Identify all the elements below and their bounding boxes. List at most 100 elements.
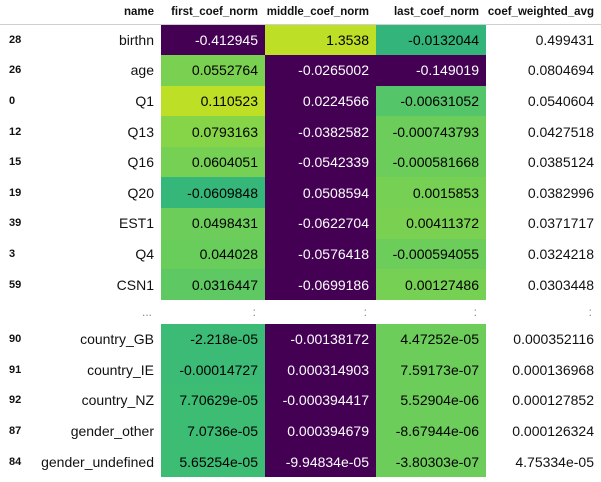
cell-middle-coef-norm: -0.0382582: [265, 116, 376, 147]
cell-coef-weighted-avg: 0.000136968: [512, 361, 594, 378]
row-index: 26: [9, 64, 22, 77]
cell-last-coef-norm: -0.000581668: [376, 146, 486, 178]
column-header-last-coef-norm: last_coef_norm: [376, 0, 486, 25]
cell-middle-coef-norm: -0.0542339: [265, 146, 376, 178]
cell-name: gender_other: [70, 422, 154, 439]
cell-coef-weighted-avg: 0.0385124: [527, 154, 594, 171]
cell-name: Q20: [127, 184, 154, 201]
cell-middle-coef-norm: -0.0699186: [265, 269, 376, 300]
cell-coef-weighted-avg: 0.0324218: [527, 245, 594, 262]
cell-first-coef-norm: 0.0552764: [161, 55, 265, 86]
row-index: 59: [9, 278, 22, 291]
cell-last-coef-norm: -3.80303e-07: [376, 446, 486, 477]
cell-coef-weighted-avg: 0.000352116: [513, 331, 594, 348]
ellipsis-middle: :: [363, 304, 367, 319]
cell-coef-weighted-avg: 0.0540604: [527, 92, 594, 109]
cell-middle-coef-norm: 1.3538: [265, 24, 376, 56]
cell-name: age: [130, 62, 154, 79]
ellipsis-last: :: [473, 304, 477, 319]
cell-last-coef-norm: -0.000594055: [376, 238, 486, 270]
table-row: 59 CSN1 0.0316447 -0.0699186 0.00127486 0.030…: [0, 269, 601, 300]
cell-middle-coef-norm: -0.0622704: [265, 208, 376, 239]
cell-coef-weighted-avg: 0.0427518: [527, 123, 594, 140]
cell-first-coef-norm: 5.65254e-05: [161, 446, 265, 477]
cell-middle-coef-norm: -9.94834e-05: [265, 446, 376, 477]
column-header-name: name: [30, 0, 161, 25]
table-row: 12 Q13 0.0793163 -0.0382582 -0.000743793 0.04…: [0, 116, 601, 147]
cell-first-coef-norm: 7.70629e-05: [161, 385, 265, 416]
cell-coef-weighted-avg: 0.0382996: [527, 184, 594, 201]
cell-middle-coef-norm: 0.000314903: [265, 354, 376, 386]
cell-name: Q4: [135, 245, 154, 262]
cell-last-coef-norm: -0.0132044: [376, 24, 486, 56]
cell-last-coef-norm: -0.149019: [376, 55, 486, 86]
cell-name: birthn: [118, 32, 154, 49]
ellipsis-name: ...: [141, 304, 152, 319]
cell-name: Q16: [127, 154, 154, 171]
cell-last-coef-norm: 5.52904e-06: [376, 385, 486, 416]
cell-middle-coef-norm: -0.0265002: [265, 55, 376, 86]
row-index: 0: [9, 94, 16, 107]
cell-name: Q13: [127, 123, 154, 140]
cell-middle-coef-norm: 0.000394679: [265, 415, 376, 447]
cell-first-coef-norm: 0.0793163: [161, 116, 265, 147]
cell-name: EST1: [118, 215, 154, 232]
cell-first-coef-norm: -0.00014727: [161, 354, 265, 386]
ellipsis-index: [0, 300, 30, 324]
cell-name: country_GB: [80, 331, 154, 348]
cell-last-coef-norm: 0.0015853: [376, 177, 486, 209]
table-header: name first_coef_norm middle_coef_norm la…: [0, 0, 601, 25]
table-row: 0 Q1 0.110523 0.0224566 -0.00631052 0.0540604: [0, 85, 601, 117]
cell-name: country_IE: [87, 361, 154, 378]
cell-middle-coef-norm: -0.0576418: [265, 238, 376, 270]
cell-first-coef-norm: 7.0736e-05: [161, 415, 265, 447]
header-row: name first_coef_norm middle_coef_norm la…: [0, 0, 601, 25]
cell-name: gender_undefined: [41, 453, 154, 470]
row-index: 28: [9, 34, 22, 47]
cell-coef-weighted-avg: 0.0371717: [527, 215, 594, 232]
column-header-coef-weighted-avg: coef_weighted_avg: [486, 0, 601, 25]
cell-first-coef-norm: 0.0498431: [161, 208, 265, 239]
table-row: 28 birthn -0.412945 1.3538 -0.0132044 0.49943…: [0, 24, 601, 56]
cell-last-coef-norm: 4.47252e-05: [376, 323, 486, 355]
cell-last-coef-norm: -8.67944e-06: [376, 415, 486, 447]
table-row: 15 Q16 0.0604051 -0.0542339 -0.000581668 0.03…: [0, 146, 601, 178]
cell-first-coef-norm: -0.412945: [161, 24, 265, 56]
cell-first-coef-norm: -0.0609848: [161, 177, 265, 209]
table-row: 19 Q20 -0.0609848 0.0508594 0.0015853 0.03829…: [0, 177, 601, 209]
ellipsis-first: :: [252, 304, 256, 319]
cell-middle-coef-norm: -0.00138172: [265, 323, 376, 355]
column-header-middle-coef-norm: middle_coef_norm: [265, 0, 376, 25]
table-row: 26 age 0.0552764 -0.0265002 -0.149019 0.08046…: [0, 55, 601, 86]
cell-first-coef-norm: 0.0604051: [161, 146, 265, 178]
row-index: 15: [9, 156, 22, 169]
cell-name: CSN1: [116, 276, 154, 293]
cell-middle-coef-norm: -0.000394417: [265, 385, 376, 416]
row-index: 87: [9, 424, 22, 437]
cell-middle-coef-norm: 0.0224566: [265, 85, 376, 117]
row-index: 84: [9, 455, 22, 468]
column-header-first-coef-norm: first_coef_norm: [161, 0, 265, 25]
cell-coef-weighted-avg: 0.499431: [535, 32, 594, 49]
cell-coef-weighted-avg: 0.0804694: [527, 62, 594, 79]
table-row: 3 Q4 0.044028 -0.0576418 -0.000594055 0.03242…: [0, 238, 601, 270]
cell-name: Q1: [135, 92, 154, 109]
cell-last-coef-norm: -0.000743793: [376, 116, 486, 147]
row-index: 3: [9, 247, 16, 260]
cell-first-coef-norm: 0.110523: [161, 85, 265, 117]
cell-first-coef-norm: -2.218e-05: [161, 323, 265, 355]
index-header: [0, 0, 30, 25]
cell-first-coef-norm: 0.044028: [161, 238, 265, 270]
row-index: 91: [9, 363, 22, 376]
row-index: 92: [9, 394, 22, 407]
cell-coef-weighted-avg: 0.000126324: [512, 422, 594, 439]
cell-name: country_NZ: [81, 392, 154, 409]
cell-coef-weighted-avg: 0.0303448: [527, 276, 594, 293]
table-row: 84 gender_undefined 5.65254e-05 -9.94834e-0…: [0, 446, 601, 477]
table-body: 28 birthn -0.412945 1.3538 -0.0132044 0.49943…: [0, 24, 601, 477]
cell-first-coef-norm: 0.0316447: [161, 269, 265, 300]
table-row: 91 country_IE -0.00014727 0.000314903 7.5917…: [0, 354, 601, 386]
row-index: 90: [9, 333, 22, 346]
table-row: 87 gender_other 7.0736e-05 0.000394679 -8.67…: [0, 415, 601, 447]
table-row: 92 country_NZ 7.70629e-05 -0.000394417 5.529…: [0, 385, 601, 416]
